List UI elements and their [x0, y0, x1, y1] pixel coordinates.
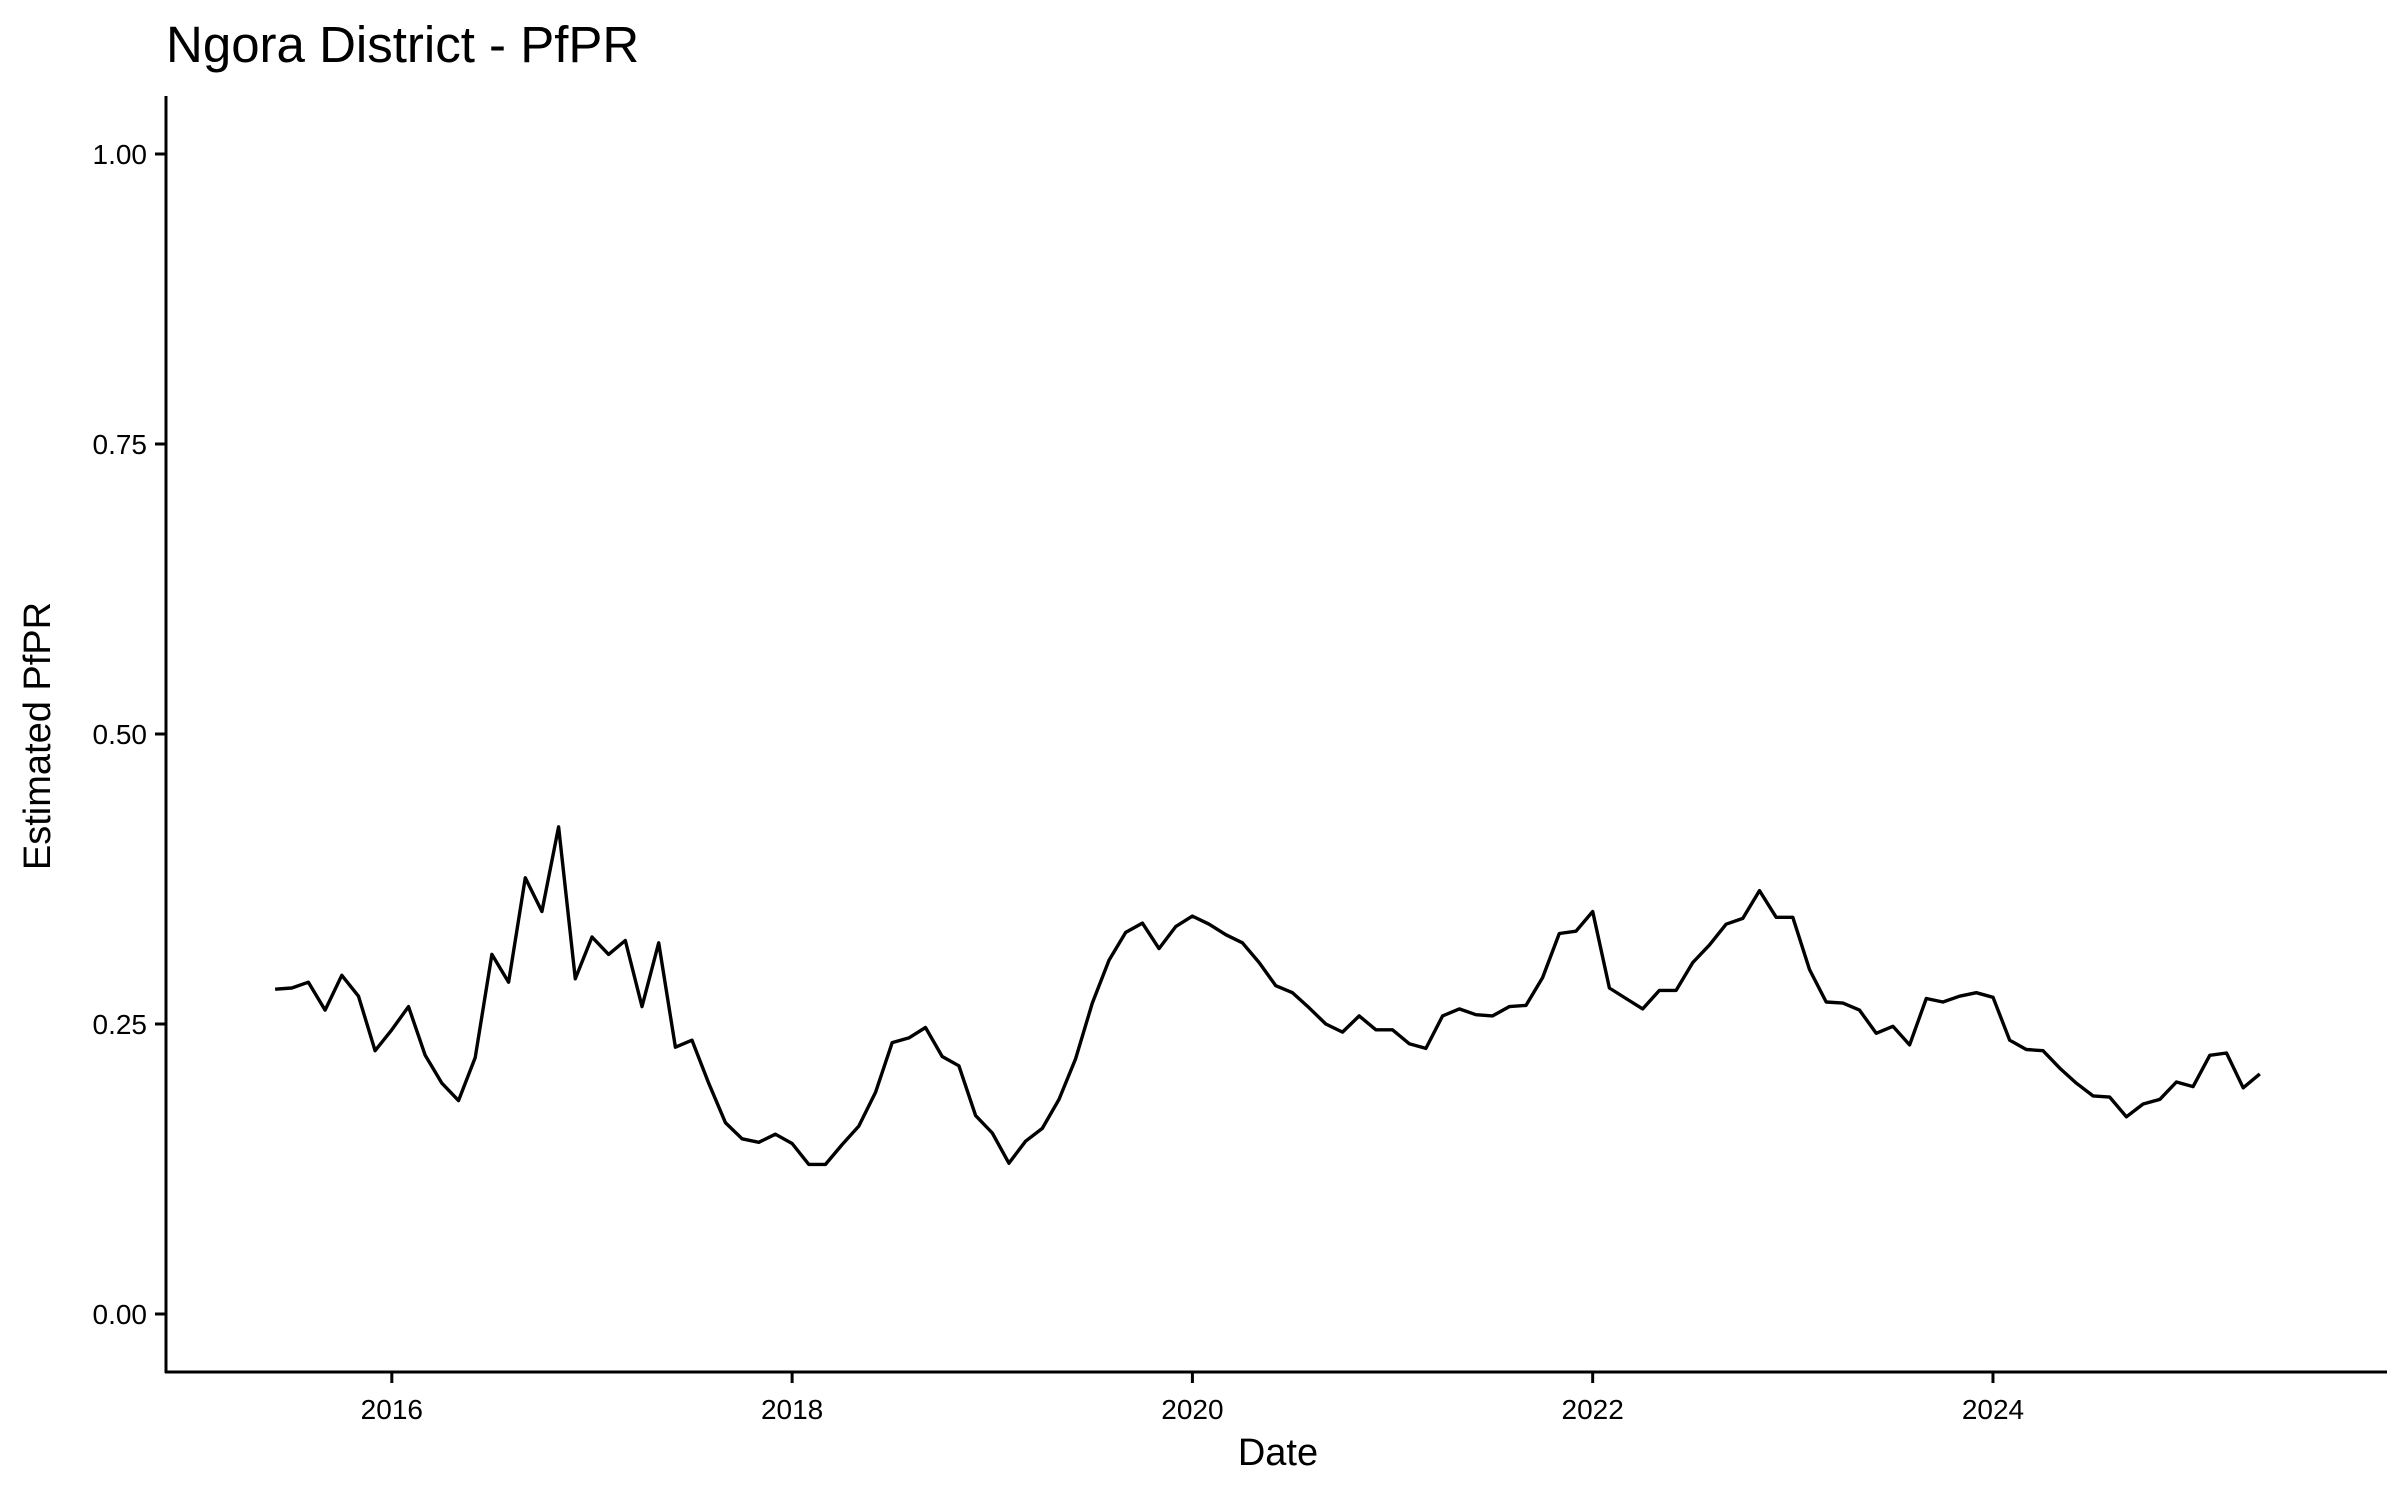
y-tick-label: 1.00 — [93, 139, 148, 170]
x-axis-title: Date — [1238, 1432, 1318, 1474]
y-tick-label: 0.50 — [93, 719, 148, 750]
x-axis-ticks: 2016 2018 2020 2022 2024 — [361, 1372, 2024, 1425]
x-tick-label: 2022 — [1562, 1394, 1624, 1425]
x-tick-label: 2020 — [1161, 1394, 1223, 1425]
x-tick-label: 2016 — [361, 1394, 423, 1425]
y-axis-title: Estimated PfPR — [17, 602, 59, 870]
y-axis-ticks: 0.00 0.25 0.50 0.75 1.00 — [93, 139, 166, 1330]
x-tick-label: 2018 — [761, 1394, 823, 1425]
x-tick-label: 2024 — [1962, 1394, 2024, 1425]
pfpr-series-line — [274, 825, 2261, 1167]
y-tick-label: 0.00 — [93, 1299, 148, 1330]
y-tick-label: 0.75 — [93, 429, 148, 460]
chart-title: Ngora District - PfPR — [166, 16, 639, 73]
y-tick-label: 0.25 — [93, 1009, 148, 1040]
